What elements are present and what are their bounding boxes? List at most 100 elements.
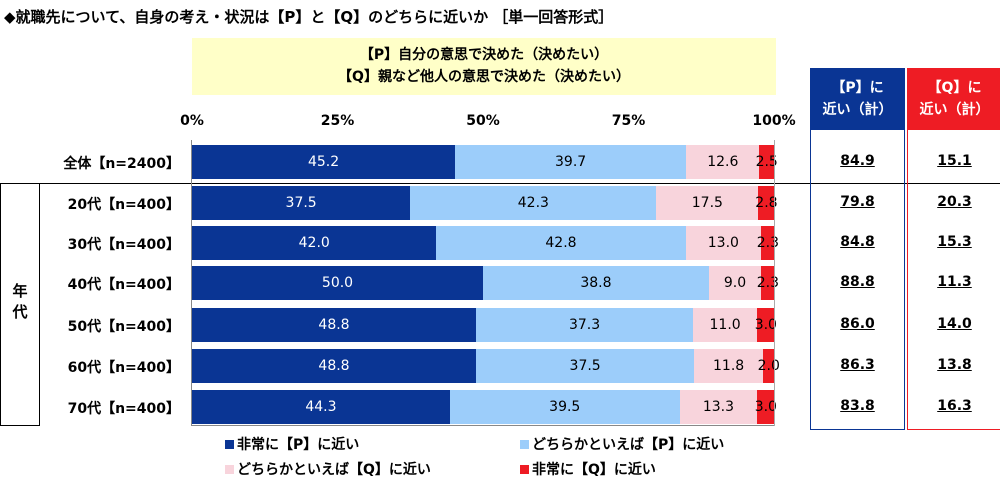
data-label: 48.8 (318, 317, 350, 333)
p-total-header-line1: 【P】に (831, 80, 884, 96)
p-total-value: 83.8 (840, 398, 875, 414)
data-label: 2.3 (756, 275, 780, 291)
data-label: 17.5 (691, 195, 723, 211)
data-label: 2.8 (755, 195, 778, 211)
legend-label: 非常に【Q】に近い (532, 462, 656, 478)
p-total-value: 86.3 (840, 357, 875, 373)
bar-segment: 2.8 (755, 186, 778, 220)
q-total-header: 【Q】に 近い（計） (907, 68, 1000, 130)
legend-swatch (225, 464, 234, 474)
bar-segment: 37.5 (192, 186, 411, 220)
x-tick-label: 75% (611, 113, 646, 129)
data-label: 37.5 (569, 358, 601, 374)
bar-segment: 37.3 (476, 308, 694, 342)
legend-item: 非常に【Q】に近い (520, 459, 656, 479)
legend-swatch (225, 439, 234, 449)
data-label: 3.0 (754, 399, 777, 415)
row-label: 30代【n=400】 (67, 237, 180, 253)
data-label: 12.6 (707, 154, 739, 170)
legend-swatch (520, 464, 529, 474)
x-tick-label: 25% (320, 113, 355, 129)
data-label: 45.2 (307, 154, 340, 170)
bar-segment: 38.8 (483, 266, 709, 300)
data-label: 38.8 (580, 275, 612, 291)
q-total-value: 15.3 (937, 234, 972, 250)
bar-segment: 42.0 (192, 226, 437, 260)
data-label: 42.0 (298, 235, 330, 251)
data-label: 44.3 (305, 399, 337, 415)
bar-segment: 37.5 (476, 349, 695, 383)
q-total-value: 14.0 (937, 316, 972, 332)
data-label: 37.3 (568, 317, 601, 333)
bar-segment: 2.3 (757, 226, 779, 260)
x-tick-label: 50% (466, 113, 500, 129)
x-tick-label: 100% (752, 113, 796, 129)
axis-line (191, 140, 192, 426)
legend-item: どちらかといえば【Q】に近い (225, 459, 431, 479)
data-label: 3.0 (754, 317, 777, 333)
bar-segment: 13.0 (685, 226, 762, 260)
data-label: 48.8 (318, 358, 350, 374)
separator-line (0, 183, 1000, 184)
bar-segment: 13.3 (679, 390, 758, 424)
bar-segment: 44.3 (192, 390, 450, 424)
x-tick-label: 0% (180, 113, 204, 129)
bar-segment: 39.5 (449, 390, 680, 424)
row-label: 40代【n=400】 (67, 277, 180, 293)
p-total-value: 79.8 (840, 194, 875, 210)
p-total-header: 【P】に 近い（計） (810, 68, 905, 130)
legend-item: どちらかといえば【P】に近い (520, 434, 724, 454)
p-total-value: 84.9 (840, 153, 875, 169)
data-label: 13.0 (707, 235, 739, 251)
bar-segment: 17.5 (656, 186, 759, 220)
data-label: 9.0 (723, 275, 747, 291)
bar-segment: 50.0 (192, 266, 483, 300)
bar-segment: 11.0 (693, 308, 758, 342)
row-label: 70代【n=400】 (67, 401, 180, 417)
bar-segment: 48.8 (192, 349, 477, 383)
question-q: 【Q】親など他人の意思で決めた（決めたい） (338, 69, 630, 85)
q-total-header-line2: 近い（計） (919, 102, 990, 118)
p-total-value: 86.0 (840, 316, 875, 332)
age-group-label: 年代 (0, 183, 40, 426)
data-label: 42.3 (517, 195, 549, 211)
bar-segment: 42.8 (436, 226, 686, 260)
p-total-value: 84.8 (840, 234, 875, 250)
data-label: 13.3 (702, 399, 734, 415)
q-total-value: 13.8 (937, 357, 972, 373)
bar-segment: 2.5 (756, 145, 778, 179)
data-label: 39.5 (549, 399, 581, 415)
data-label: 2.3 (756, 235, 780, 251)
legend-swatch (520, 439, 529, 449)
q-total-value: 16.3 (937, 398, 972, 414)
data-label: 39.7 (555, 154, 587, 170)
data-label: 11.0 (709, 317, 741, 333)
question-p: 【P】自分の意思で決めた（決めたい） (359, 47, 609, 63)
bar-segment: 2.3 (757, 266, 779, 300)
data-label: 2.0 (757, 358, 780, 374)
axis-right-line (774, 140, 775, 426)
q-total-value: 15.1 (937, 153, 972, 169)
p-total-value: 88.8 (840, 274, 875, 290)
bar-segment: 2.0 (758, 349, 780, 383)
row-label: 60代【n=400】 (67, 360, 180, 376)
q-total-header-line1: 【Q】に (927, 80, 982, 96)
question-box: 【P】自分の意思で決めた（決めたい） 【Q】親など他人の意思で決めた（決めたい） (192, 38, 776, 95)
row-label: 20代【n=400】 (67, 197, 180, 213)
p-total-header-line2: 近い（計） (822, 102, 893, 118)
data-label: 42.8 (545, 235, 577, 251)
data-label: 2.5 (755, 154, 778, 170)
bar-segment: 45.2 (192, 145, 456, 179)
axis-bottom-line (191, 425, 775, 426)
bar-segment: 48.8 (192, 308, 477, 342)
bar-segment: 12.6 (686, 145, 760, 179)
bar-segment: 3.0 (754, 308, 777, 342)
bar-segment: 42.3 (410, 186, 657, 220)
q-total-value: 11.3 (937, 274, 972, 290)
row-label: 50代【n=400】 (67, 319, 180, 335)
q-total-value: 20.3 (937, 194, 972, 210)
legend-label: どちらかといえば【P】に近い (532, 437, 725, 453)
legend-label: どちらかといえば【Q】に近い (237, 462, 431, 478)
bar-segment: 3.0 (754, 390, 777, 424)
data-label: 11.8 (713, 358, 745, 374)
